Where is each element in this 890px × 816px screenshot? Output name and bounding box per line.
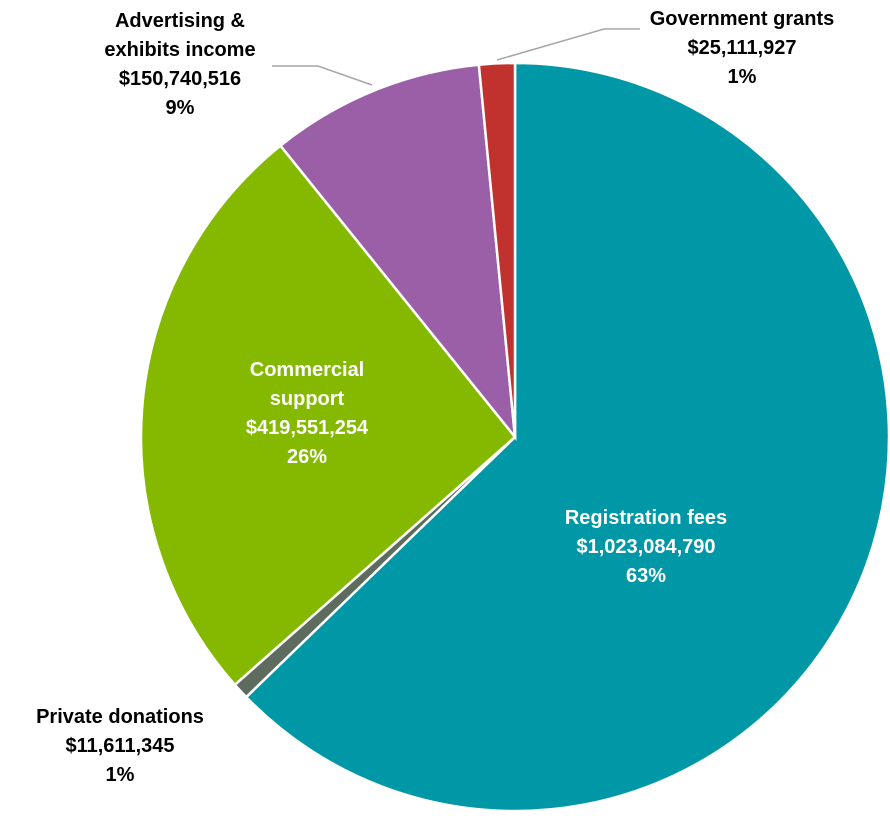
slice-label: Advertising & exhibits income $150,740,51…: [85, 7, 275, 123]
value-label: $419,551,254: [245, 417, 369, 439]
category-label: Advertising & exhibits income: [104, 10, 256, 61]
pie-slice: [244, 61, 890, 813]
category-label: Government grants: [649, 8, 835, 30]
value-label: $25,111,927: [687, 37, 797, 59]
value-label: $1,023,084,790: [576, 536, 716, 558]
value-label: $11,611,345: [65, 735, 175, 757]
category-label: Private donations: [36, 706, 204, 728]
pie-slice: [139, 143, 517, 687]
percentage-label: 1%: [105, 764, 135, 786]
leader-line: [272, 65, 373, 86]
percentage-label: 1%: [727, 66, 757, 88]
category-label: Commercial support: [249, 359, 365, 410]
percentage-label: 9%: [165, 97, 195, 119]
slice-label: Commercial support $419,551,254 26%: [232, 356, 382, 472]
percentage-label: 63%: [625, 565, 667, 587]
leader-line: [496, 28, 640, 61]
category-label: Registration fees: [564, 507, 728, 529]
value-label: $150,740,516: [118, 68, 242, 90]
pie-slice: [477, 61, 517, 438]
pie-slice: [278, 63, 517, 442]
slice-label: Registration fees $1,023,084,790 63%: [511, 504, 781, 591]
percentage-label: 26%: [286, 446, 328, 468]
slice-label: Government grants $25,111,927 1%: [632, 5, 852, 92]
slice-label: Private donations $11,611,345 1%: [0, 703, 240, 790]
